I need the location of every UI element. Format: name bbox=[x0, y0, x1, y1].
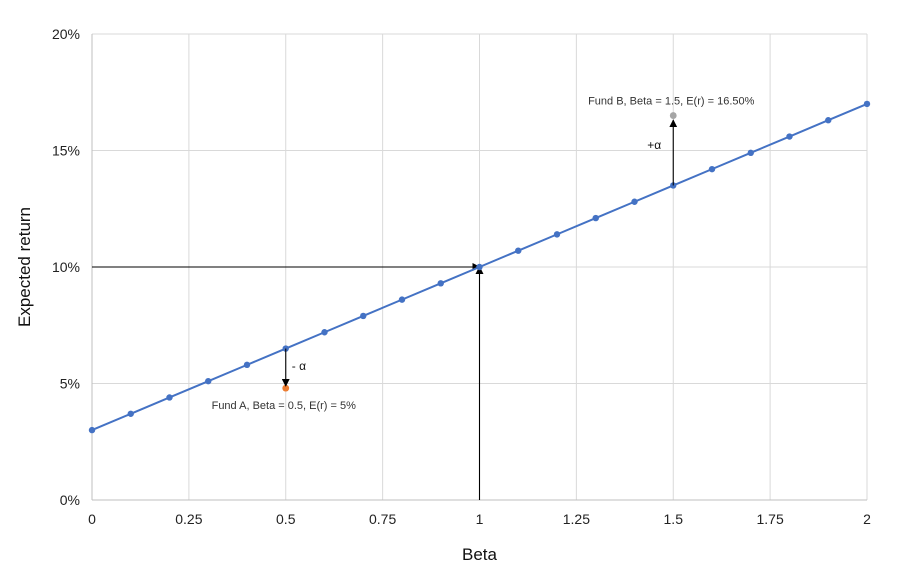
sml-point bbox=[515, 247, 522, 254]
sml-point bbox=[166, 394, 173, 401]
sml-point bbox=[127, 410, 134, 417]
x-tick-label: 0.25 bbox=[175, 511, 202, 527]
x-tick-label: 0.5 bbox=[276, 511, 296, 527]
alpha-arrows: - α +α bbox=[281, 119, 678, 387]
sml-point bbox=[631, 198, 638, 205]
fund-label: Fund A, Beta = 0.5, E(r) = 5% bbox=[212, 400, 357, 412]
x-tick-label: 0 bbox=[88, 511, 96, 527]
sml-point bbox=[88, 426, 96, 434]
sml-point bbox=[786, 133, 793, 140]
sml-point bbox=[592, 214, 599, 222]
x-tick-label: 1.75 bbox=[757, 511, 784, 527]
alpha-label: +α bbox=[647, 138, 661, 152]
alpha-label: - α bbox=[292, 359, 306, 373]
sml-point bbox=[825, 117, 832, 124]
series-layer bbox=[88, 100, 871, 434]
y-tick-label: 15% bbox=[52, 143, 80, 159]
sml-point bbox=[398, 296, 406, 303]
sml-point bbox=[243, 361, 251, 369]
sml-point bbox=[747, 149, 754, 157]
x-tick-label: 0.75 bbox=[369, 511, 396, 527]
x-tick-label: 2 bbox=[863, 511, 871, 527]
fund-point bbox=[669, 112, 677, 119]
y-tick-label: 5% bbox=[60, 376, 80, 392]
sml-point bbox=[553, 231, 561, 238]
sml-point bbox=[437, 280, 444, 287]
sml-point bbox=[321, 329, 328, 336]
x-axis-title: Beta bbox=[462, 545, 498, 564]
x-tick-label: 1.5 bbox=[664, 511, 684, 527]
sml-point bbox=[863, 100, 871, 108]
sml-point bbox=[360, 312, 367, 320]
x-tick-label: 1.25 bbox=[563, 511, 590, 527]
y-tick-label: 0% bbox=[60, 492, 80, 508]
reference-arrows bbox=[92, 263, 484, 500]
sml-point bbox=[476, 263, 483, 271]
sml-point bbox=[205, 377, 212, 385]
y-axis-title: Expected return bbox=[15, 207, 34, 327]
fund-points: Fund A, Beta = 0.5, E(r) = 5% Fund B, Bet… bbox=[212, 96, 755, 413]
x-tick-label: 1 bbox=[476, 511, 484, 527]
fund-label: Fund B, Beta = 1.5, E(r) = 16.50% bbox=[588, 96, 755, 108]
y-tick-label: 10% bbox=[52, 259, 80, 275]
tick-labels: 0 0.25 0.5 0.75 1 1.25 1.5 1.75 20%5%10%15%20% bbox=[52, 26, 871, 527]
y-tick-label: 20% bbox=[52, 26, 80, 42]
sml-point bbox=[708, 165, 716, 173]
